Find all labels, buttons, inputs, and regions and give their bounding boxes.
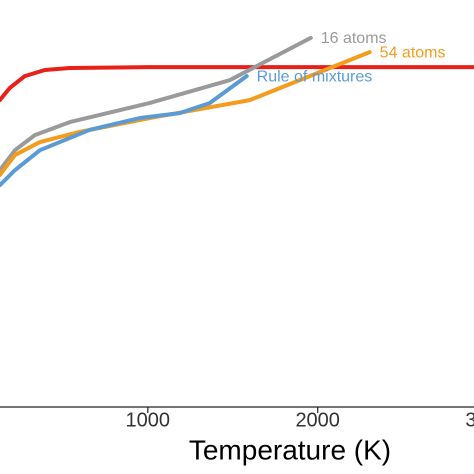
series-line (0, 35, 313, 173)
series-label: 54 atoms (380, 44, 446, 61)
series-label: Rule of mixtures (257, 68, 373, 85)
x-tick-label: 3000 (465, 409, 474, 431)
series-line (0, 74, 249, 188)
x-tick-label: 2000 (295, 409, 340, 431)
series-line (0, 65, 474, 103)
x-tick-label: 1000 (126, 409, 171, 431)
series-label: 16 atoms (321, 30, 387, 47)
x-axis-title: Temperature (K) (189, 434, 391, 465)
